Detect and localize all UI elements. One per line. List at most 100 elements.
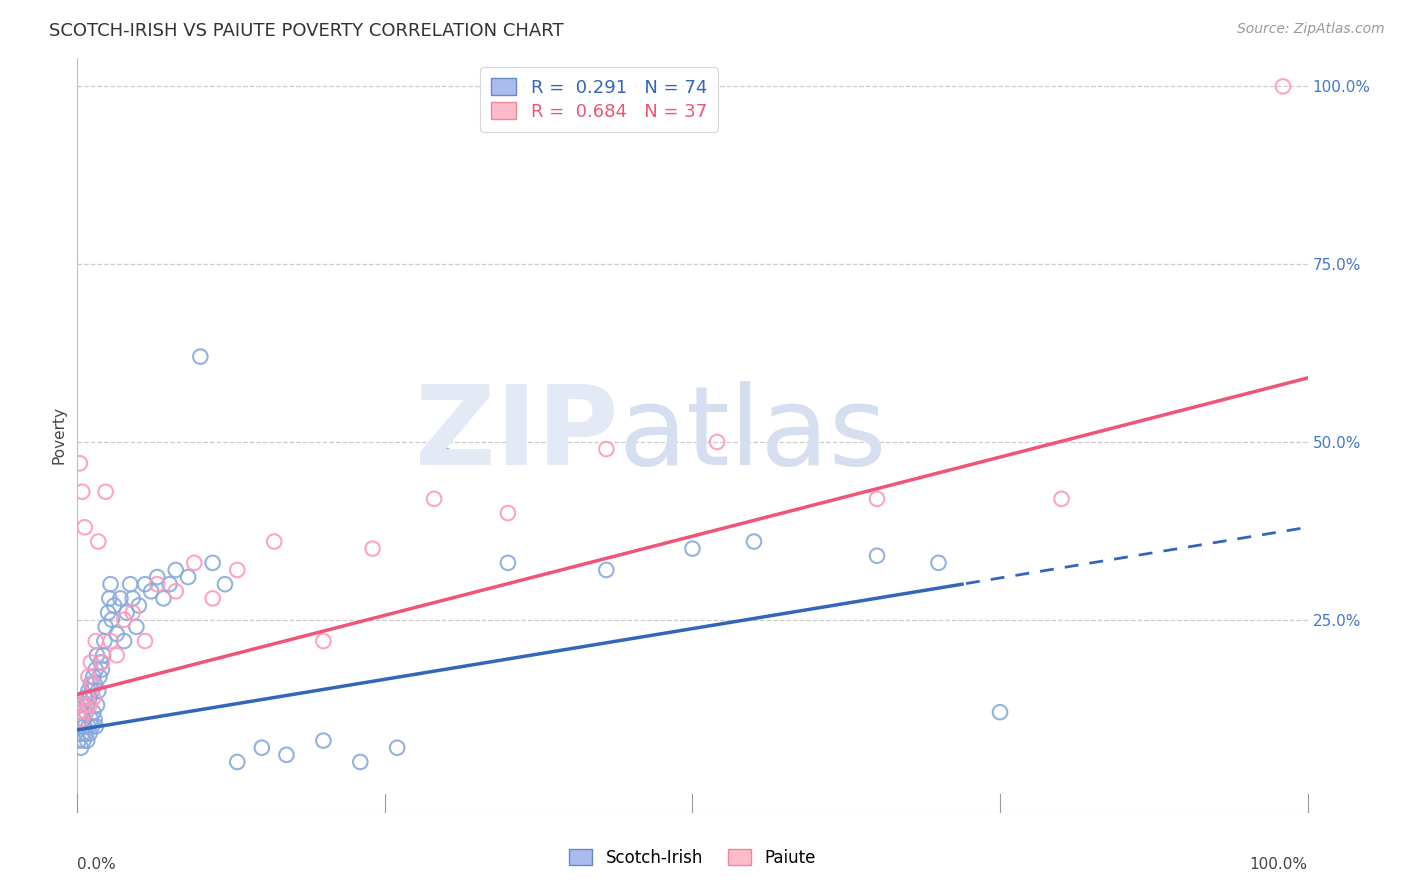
Point	[121, 591, 143, 606]
Point	[73, 690, 96, 705]
Point	[387, 740, 409, 755]
Point	[87, 683, 110, 698]
Point	[250, 740, 273, 755]
Point	[72, 733, 94, 747]
Point	[263, 534, 285, 549]
Point	[928, 556, 950, 570]
Point	[72, 712, 94, 726]
Text: 100.0%: 100.0%	[1250, 857, 1308, 872]
Point	[120, 577, 142, 591]
Point	[988, 705, 1011, 719]
Point	[706, 434, 728, 449]
Text: SCOTCH-IRISH VS PAIUTE POVERTY CORRELATION CHART: SCOTCH-IRISH VS PAIUTE POVERTY CORRELATI…	[49, 22, 564, 40]
Point	[159, 577, 181, 591]
Point	[214, 577, 236, 591]
Point	[1272, 79, 1295, 94]
Point	[97, 606, 120, 620]
Point	[423, 491, 446, 506]
Point	[100, 577, 122, 591]
Point	[312, 634, 335, 648]
Point	[134, 634, 156, 648]
Point	[76, 698, 98, 712]
Point	[1050, 491, 1073, 506]
Point	[112, 634, 135, 648]
Point	[84, 663, 107, 677]
Point	[146, 577, 169, 591]
Point	[141, 584, 163, 599]
Point	[67, 733, 90, 747]
Point	[83, 677, 105, 691]
Point	[82, 719, 104, 733]
Point	[94, 484, 117, 499]
Text: Source: ZipAtlas.com: Source: ZipAtlas.com	[1237, 22, 1385, 37]
Point	[84, 719, 107, 733]
Point	[76, 733, 98, 747]
Point	[82, 670, 104, 684]
Point	[94, 620, 117, 634]
Point	[80, 712, 103, 726]
Point	[86, 648, 108, 663]
Point	[87, 534, 110, 549]
Point	[73, 719, 96, 733]
Point	[75, 705, 97, 719]
Point	[100, 634, 122, 648]
Point	[128, 599, 150, 613]
Text: atlas: atlas	[619, 382, 887, 488]
Point	[77, 719, 100, 733]
Point	[125, 620, 148, 634]
Point	[146, 570, 169, 584]
Point	[70, 712, 93, 726]
Point	[349, 755, 371, 769]
Point	[69, 719, 91, 733]
Text: ZIP: ZIP	[415, 382, 619, 488]
Point	[90, 656, 112, 670]
Point	[67, 705, 90, 719]
Point	[82, 690, 104, 705]
Point	[866, 549, 889, 563]
Point	[86, 698, 108, 712]
Point	[742, 534, 765, 549]
Point	[82, 677, 104, 691]
Point	[226, 563, 249, 577]
Point	[152, 591, 174, 606]
Point	[70, 726, 93, 740]
Point	[98, 591, 121, 606]
Point	[101, 613, 124, 627]
Point	[866, 491, 889, 506]
Point	[93, 634, 115, 648]
Point	[77, 670, 100, 684]
Point	[76, 690, 98, 705]
Point	[105, 648, 128, 663]
Point	[496, 506, 519, 520]
Point	[77, 683, 100, 698]
Point	[201, 591, 224, 606]
Point	[82, 705, 104, 719]
Point	[682, 541, 704, 556]
Point	[79, 726, 101, 740]
Point	[89, 670, 111, 684]
Point	[595, 442, 617, 456]
Point	[75, 705, 97, 719]
Point	[183, 556, 205, 570]
Point	[84, 634, 107, 648]
Point	[83, 712, 105, 726]
Point	[70, 705, 93, 719]
Point	[361, 541, 384, 556]
Point	[112, 613, 135, 627]
Point	[79, 690, 101, 705]
Point	[79, 698, 101, 712]
Point	[134, 577, 156, 591]
Point	[82, 683, 104, 698]
Point	[91, 648, 114, 663]
Point	[177, 570, 200, 584]
Point	[75, 726, 97, 740]
Point	[121, 606, 143, 620]
Point	[73, 520, 96, 534]
Point	[70, 740, 93, 755]
Point	[69, 456, 91, 470]
Point	[105, 627, 128, 641]
Point	[276, 747, 298, 762]
Point	[72, 698, 94, 712]
Point	[103, 599, 125, 613]
Point	[312, 733, 335, 747]
